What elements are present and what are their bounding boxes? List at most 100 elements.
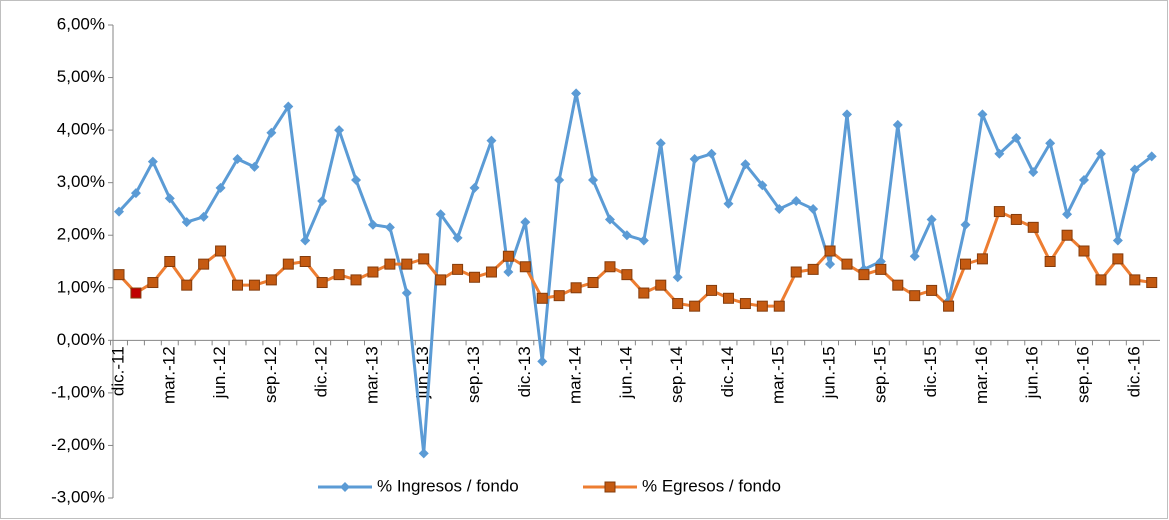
point	[1146, 151, 1157, 162]
point	[994, 148, 1005, 159]
point	[283, 101, 294, 112]
series	[113, 206, 1158, 312]
point	[384, 222, 395, 233]
point	[638, 287, 650, 299]
point	[130, 188, 141, 199]
point	[909, 290, 921, 302]
x-tick-label: sep.-14	[667, 346, 686, 403]
point	[130, 287, 142, 299]
x-tick-label: sep.-15	[870, 346, 889, 403]
x-tick-label: sep.-16	[1073, 346, 1092, 403]
point	[1112, 253, 1124, 265]
point	[1011, 132, 1022, 143]
x-tick-label: jun.-15	[820, 346, 839, 399]
y-tick-label: 1,00%	[57, 277, 105, 296]
point	[672, 298, 684, 310]
y-tick-label: 6,00%	[57, 14, 105, 33]
point	[401, 288, 412, 299]
point	[1078, 245, 1090, 257]
point	[485, 266, 497, 278]
point	[486, 135, 497, 146]
point	[333, 269, 345, 281]
point	[943, 300, 955, 312]
point	[570, 282, 582, 294]
point	[1112, 235, 1123, 246]
point	[926, 284, 938, 296]
point	[892, 119, 903, 130]
point	[469, 271, 481, 283]
point	[604, 481, 616, 493]
point	[520, 217, 531, 228]
point	[808, 203, 819, 214]
y-tick-label: 4,00%	[57, 120, 105, 139]
y-tick-label: 5,00%	[57, 67, 105, 86]
y-tick-label: 0,00%	[57, 330, 105, 349]
legend-label: % Ingresos / fondo	[377, 476, 519, 495]
point	[1062, 209, 1073, 220]
point	[960, 219, 971, 230]
point	[537, 356, 548, 367]
point	[435, 274, 447, 286]
point	[198, 211, 209, 222]
point	[588, 175, 599, 186]
point	[299, 256, 311, 267]
point	[757, 180, 768, 191]
x-tick-label: mar.-14	[566, 346, 585, 404]
x-tick-label: dic.-16	[1124, 346, 1143, 397]
point	[435, 209, 446, 220]
point	[181, 279, 193, 291]
point	[756, 300, 768, 312]
point	[993, 206, 1005, 218]
point	[1146, 277, 1158, 289]
y-tick-label: 2,00%	[57, 225, 105, 244]
point	[909, 251, 920, 262]
point	[621, 230, 632, 241]
point	[858, 269, 870, 281]
x-tick-label: sep.-12	[261, 346, 280, 403]
y-tick-label: -1,00%	[51, 382, 105, 401]
point	[672, 272, 683, 283]
point	[807, 263, 819, 275]
point	[248, 279, 260, 291]
point	[553, 290, 565, 302]
point	[266, 127, 277, 138]
point	[1010, 213, 1022, 225]
point	[1129, 164, 1140, 175]
series-line	[117, 91, 1153, 455]
point	[740, 159, 751, 170]
legend-label: % Egresos / fondo	[642, 476, 781, 495]
point	[334, 125, 345, 136]
point	[164, 256, 176, 267]
point	[519, 261, 531, 273]
point	[249, 161, 260, 172]
point	[841, 109, 852, 120]
x-tick-label: mar.-15	[769, 346, 788, 404]
point	[723, 198, 734, 209]
x-tick-label: jun.-14	[616, 346, 635, 399]
point	[536, 292, 548, 304]
point	[351, 175, 362, 186]
point	[554, 175, 565, 186]
point	[215, 245, 227, 257]
series	[114, 88, 1157, 459]
point	[265, 274, 277, 286]
point	[181, 217, 192, 228]
point	[1095, 274, 1107, 286]
point	[1095, 148, 1106, 159]
x-tick-label: dic.-14	[718, 346, 737, 397]
x-tick-label: dic.-12	[312, 346, 331, 397]
point	[232, 154, 243, 165]
point	[655, 138, 666, 149]
point	[976, 253, 988, 265]
point	[571, 88, 582, 99]
point	[367, 219, 378, 230]
point	[791, 196, 802, 207]
point	[604, 261, 616, 273]
point	[824, 245, 836, 257]
point	[282, 258, 294, 270]
x-tick-label: sep.-13	[464, 346, 483, 403]
point	[790, 266, 802, 278]
point	[300, 235, 311, 246]
